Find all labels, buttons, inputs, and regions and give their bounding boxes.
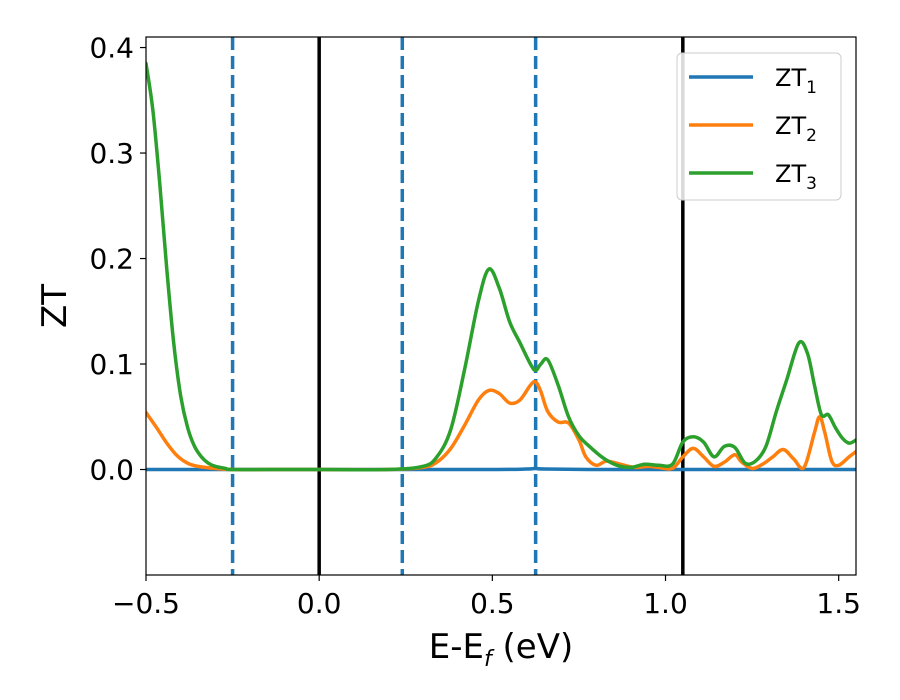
legend-label-2: ZT2 xyxy=(775,112,817,146)
y-tick-label: 0.2 xyxy=(89,243,134,276)
reference-lines xyxy=(230,37,685,575)
x-tick-label: 0.5 xyxy=(470,587,515,620)
y-tick-label: 0.4 xyxy=(89,32,134,65)
legend-label-main: ZT xyxy=(775,64,806,92)
x-axis-label: E-Ef (eV) xyxy=(429,627,574,672)
series-line-2 xyxy=(146,379,856,472)
series-line-3 xyxy=(146,61,856,472)
y-tick-label: 0.0 xyxy=(89,454,134,487)
y-tick-label: 0.3 xyxy=(89,137,134,170)
x-axis-label-unit: (eV) xyxy=(492,627,574,667)
plot-frame xyxy=(145,36,857,576)
x-tick-label: 1.0 xyxy=(643,587,688,620)
legend-label-3: ZT3 xyxy=(775,160,817,194)
tick-marks: −0.5 0.0 0.5 1.0 1.5 0.0 0.1 0.2 0.3 0.4 xyxy=(89,32,860,620)
legend-box xyxy=(676,52,842,201)
legend-label-1: ZT1 xyxy=(775,64,817,98)
y-tick-label: 0.1 xyxy=(89,348,134,381)
y-axis-label: ZT xyxy=(35,284,75,328)
x-tick-label: 0.0 xyxy=(297,587,342,620)
legend-label-main: ZT xyxy=(775,160,806,188)
series-lines xyxy=(146,61,856,472)
x-tick-label: 1.5 xyxy=(816,587,861,620)
axes xyxy=(145,36,857,576)
legend-label-sub: 3 xyxy=(806,174,817,194)
x-axis-label-main: E-E xyxy=(429,627,484,667)
x-tick-label: −0.5 xyxy=(112,587,180,620)
legend-label-sub: 2 xyxy=(806,126,817,146)
legend-label-main: ZT xyxy=(775,112,806,140)
x-axis-label-sub: f xyxy=(484,647,495,672)
legend-label-sub: 1 xyxy=(806,78,817,98)
